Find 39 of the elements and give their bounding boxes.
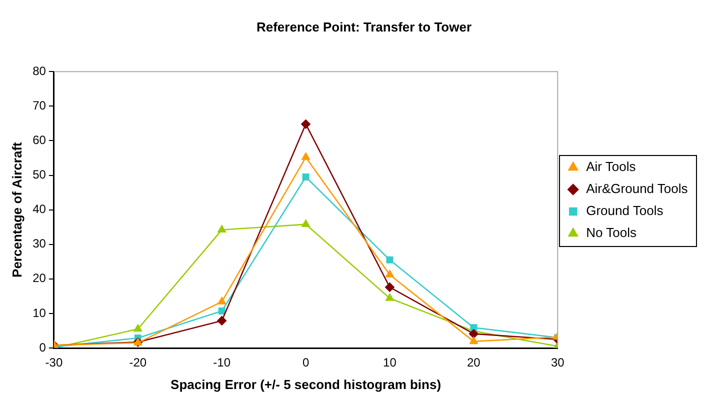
point — [385, 282, 394, 292]
point — [301, 119, 310, 129]
legend-label: No Tools — [586, 225, 637, 240]
legend-label: Ground Tools — [586, 203, 664, 218]
y-tick-label: 50 — [32, 168, 46, 182]
y-tick-label: 70 — [32, 98, 46, 112]
point — [218, 308, 226, 315]
y-axis-title: Percentage of Aircraft — [9, 141, 24, 278]
y-tick-label: 10 — [32, 306, 46, 320]
point — [218, 225, 226, 232]
point — [470, 324, 478, 332]
point — [134, 324, 142, 332]
point — [386, 294, 394, 301]
y-tick-label: 40 — [32, 202, 46, 216]
y-tick-label: 30 — [32, 236, 46, 251]
x-tick-label: -20 — [129, 356, 147, 370]
x-tick-label: 20 — [466, 356, 481, 370]
y-tick-label: 60 — [32, 133, 46, 148]
x-tick-label: -10 — [213, 356, 231, 370]
x-tick-label: 10 — [383, 356, 397, 370]
chart-title: Reference Point: Transfer to Tower — [256, 19, 472, 34]
point — [302, 220, 310, 227]
x-tick-label: 0 — [302, 356, 310, 370]
point — [302, 152, 310, 160]
y-tick-label: 80 — [32, 64, 46, 78]
y-tick-label: 20 — [32, 271, 46, 286]
point — [302, 174, 310, 180]
point — [218, 297, 226, 304]
x-tick-label: 30 — [550, 356, 565, 370]
legend-label: Air&Ground Tools — [586, 181, 688, 196]
legend-label: Air Tools — [586, 159, 636, 174]
point — [470, 336, 478, 344]
x-tick-label: -30 — [45, 356, 63, 370]
point — [386, 270, 394, 278]
point — [469, 329, 478, 338]
point — [386, 256, 394, 264]
x-axis-title: Spacing Error (+/- 5 second histogram bins) — [170, 376, 442, 392]
point — [217, 316, 226, 326]
y-tick-label: 0 — [39, 340, 46, 354]
